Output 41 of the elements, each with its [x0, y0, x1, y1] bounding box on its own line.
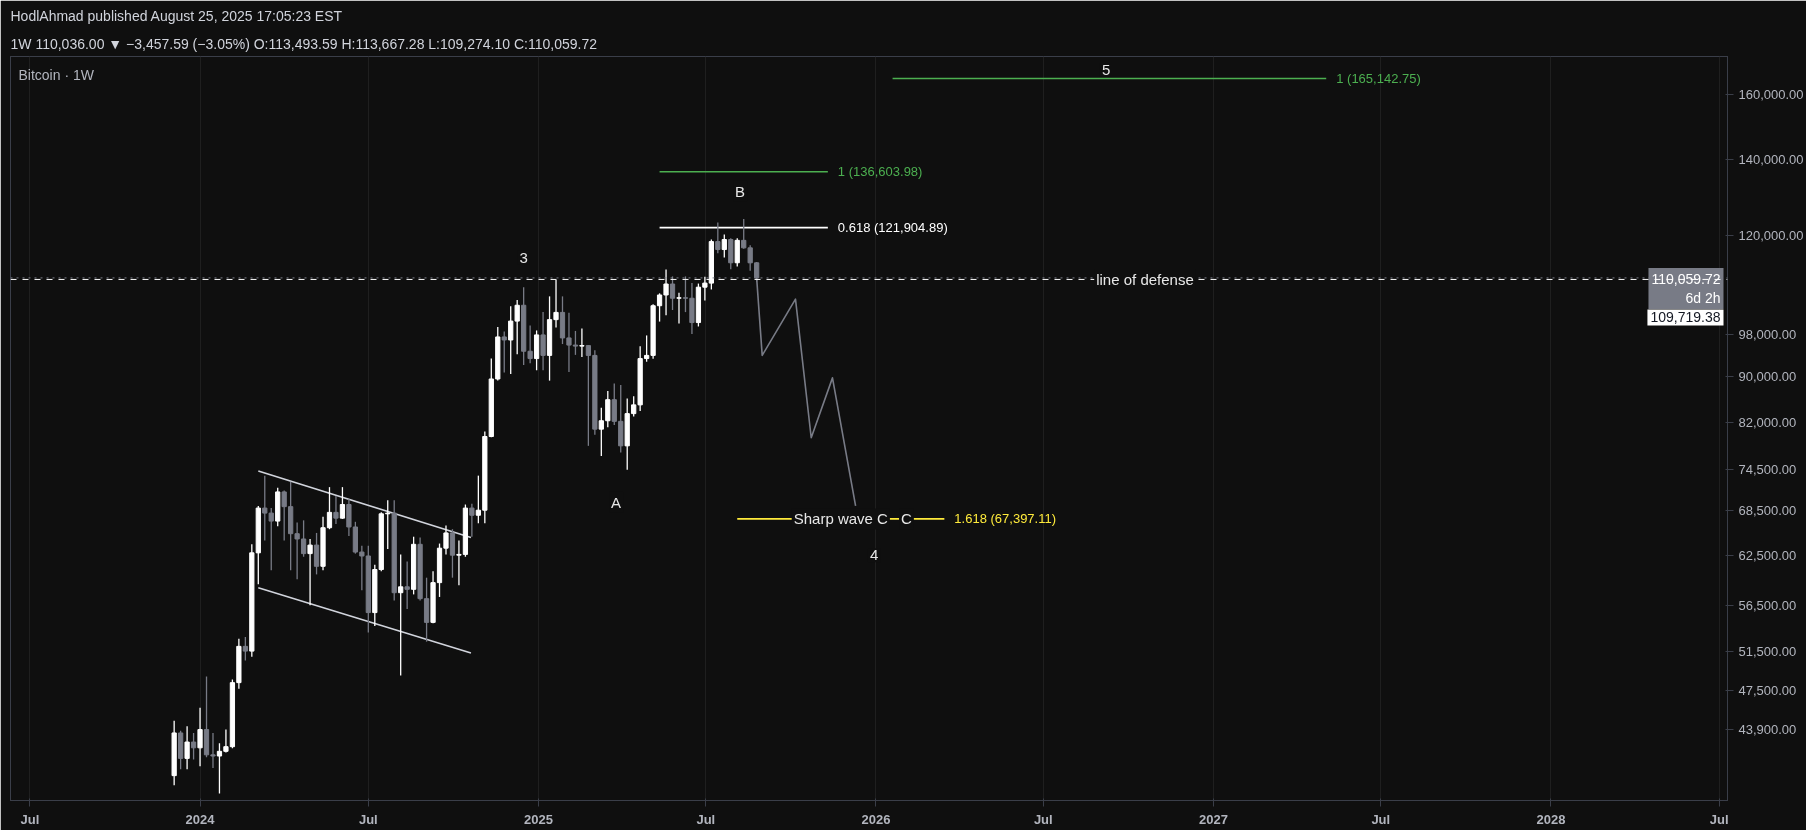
y-tick-label: 47,500.00: [1738, 683, 1797, 699]
annotation: line of defense: [1096, 270, 1194, 288]
y-tick-label: 98,000.00: [1738, 327, 1797, 343]
y-tick-label: 82,000.00: [1738, 415, 1797, 431]
series-label: 1 (136,603.98): [837, 164, 923, 180]
series-label: 1.618 (67,397.11): [954, 511, 1057, 527]
x-tick-label: 2028: [1536, 811, 1566, 827]
y-tick-label: 68,500.00: [1738, 503, 1797, 519]
annotation: 3: [519, 248, 528, 266]
x-tick-label: 2025: [523, 811, 553, 827]
annotation: A: [611, 493, 622, 511]
annotation: 4: [869, 546, 879, 564]
series-label: 1 (165,142.75): [1336, 70, 1421, 86]
chart-title: HodlAhmad published August 25, 2025 17:05:23 EST: [10, 7, 343, 24]
x-tick-label: Jul: [696, 811, 716, 827]
chart-subtitle: 1W 110,036.00 ▼ −3,457.59 (−3.05%) O:113,493.59 H:113,667.28 L:109,274.10 C:110,059.72: [10, 35, 598, 52]
y-tick-label: 43,900.00: [1738, 722, 1797, 738]
y-tick-label: 90,000.00: [1738, 369, 1797, 385]
y-tick-label: 140,000.00: [1738, 152, 1804, 168]
y-tick-label: 120,000.00: [1738, 227, 1804, 243]
x-tick-label: Jul: [1371, 811, 1391, 827]
x-tick-label: 2024: [185, 811, 216, 827]
y-tick-label: 160,000.00: [1738, 86, 1804, 102]
y-tick-label: 56,500.00: [1738, 598, 1797, 614]
y-tick-label: 51,500.00: [1738, 643, 1797, 659]
annotation: Bitcoin · 1W: [18, 66, 95, 83]
annotation: C: [901, 510, 913, 528]
x-tick-label: Jul: [358, 811, 378, 827]
annotation: B: [735, 182, 746, 200]
y-tick-label: 62,500.00: [1738, 548, 1797, 564]
y-tick-label: 74,500.00: [1738, 462, 1797, 478]
x-tick-label: 2027: [1198, 811, 1228, 827]
x-tick-label: Jul: [1709, 811, 1729, 827]
ref-line-label: 110,059.72 6d 2h: [1651, 270, 1721, 307]
ref-line-label: 109,719.38: [1650, 309, 1721, 326]
x-tick-label: Jul: [20, 811, 40, 827]
x-tick-label: Jul: [1033, 811, 1053, 827]
annotation: Sharp wave C: [793, 510, 889, 528]
series-label: 0.618 (121,904.89): [837, 220, 948, 236]
annotation: 5: [1101, 61, 1111, 79]
x-tick-label: 2026: [861, 811, 891, 827]
